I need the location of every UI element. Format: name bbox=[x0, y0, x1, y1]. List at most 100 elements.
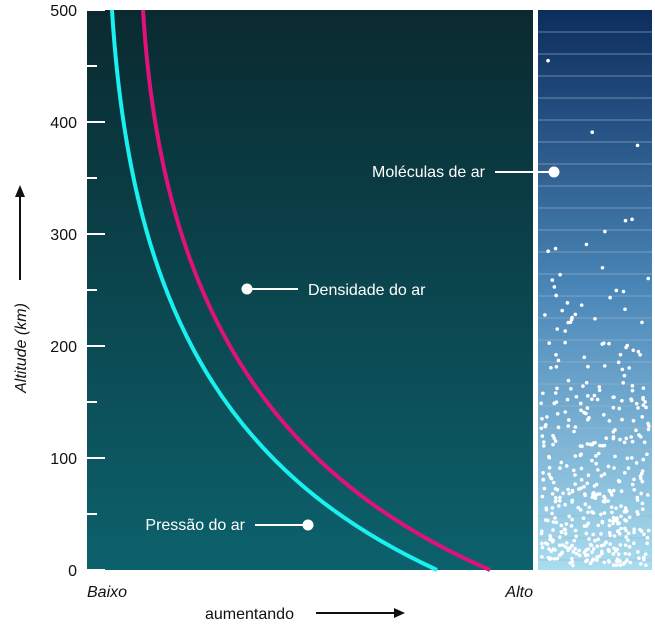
molecule bbox=[555, 411, 560, 416]
molecule bbox=[603, 496, 607, 501]
molecule bbox=[550, 491, 555, 496]
molecule bbox=[572, 538, 577, 543]
molecule bbox=[585, 481, 590, 486]
molecule bbox=[566, 548, 570, 552]
molecule bbox=[563, 410, 568, 414]
molecule bbox=[619, 514, 623, 519]
molecule bbox=[565, 397, 570, 402]
molecule bbox=[567, 491, 571, 496]
molecule bbox=[582, 484, 586, 489]
molecule bbox=[627, 366, 632, 370]
molecule bbox=[570, 489, 575, 494]
molecule bbox=[624, 436, 629, 441]
molecule bbox=[549, 549, 554, 554]
molecule bbox=[583, 553, 588, 558]
molecule bbox=[560, 543, 565, 547]
molecule bbox=[549, 365, 553, 370]
molecule bbox=[602, 560, 607, 565]
molecule bbox=[611, 436, 616, 441]
molecule bbox=[553, 439, 558, 443]
molecule bbox=[560, 550, 565, 555]
molecule bbox=[583, 492, 587, 496]
molecule bbox=[618, 352, 623, 357]
molecule bbox=[612, 534, 617, 538]
molecule bbox=[640, 469, 645, 473]
molecule bbox=[630, 388, 635, 393]
molecule bbox=[567, 514, 571, 519]
molecule bbox=[636, 406, 640, 410]
molecule bbox=[620, 367, 625, 372]
molecule bbox=[552, 285, 557, 289]
molecule bbox=[558, 495, 562, 500]
molecule bbox=[565, 301, 570, 305]
molecule bbox=[573, 454, 578, 458]
molecule bbox=[570, 498, 575, 503]
molecule bbox=[645, 541, 650, 546]
molecule bbox=[550, 506, 555, 510]
molecule bbox=[593, 316, 597, 321]
molecule bbox=[608, 490, 613, 494]
molecule bbox=[558, 272, 562, 277]
molecule bbox=[553, 246, 558, 251]
molecule bbox=[626, 531, 631, 536]
molecule bbox=[579, 478, 584, 482]
molecule bbox=[594, 454, 598, 458]
molecule bbox=[547, 454, 551, 459]
molecule bbox=[612, 395, 616, 399]
molecule bbox=[609, 505, 614, 509]
molecule bbox=[622, 471, 627, 475]
molecule bbox=[571, 563, 575, 568]
molecule bbox=[586, 364, 590, 369]
molecule bbox=[632, 530, 636, 535]
molecule bbox=[622, 373, 627, 378]
molecule bbox=[622, 440, 627, 445]
molecule bbox=[611, 488, 616, 493]
molecule bbox=[574, 394, 579, 399]
molecule bbox=[546, 249, 550, 254]
molecule bbox=[617, 521, 621, 526]
molecule bbox=[640, 501, 645, 506]
molecule bbox=[593, 538, 597, 543]
molecule bbox=[627, 515, 632, 520]
molecule bbox=[596, 451, 601, 456]
molecule bbox=[595, 558, 599, 562]
molecule bbox=[569, 524, 574, 528]
molecule bbox=[630, 217, 634, 222]
molecule bbox=[629, 435, 634, 439]
molecule bbox=[540, 541, 544, 546]
molecule bbox=[619, 526, 623, 531]
molecule bbox=[564, 522, 569, 526]
molecule bbox=[640, 479, 645, 484]
molecule bbox=[566, 487, 570, 492]
molecule bbox=[586, 394, 590, 398]
molecule bbox=[641, 386, 646, 390]
x-end-label: Alto bbox=[504, 584, 533, 601]
molecule bbox=[644, 563, 648, 568]
density-label: Densidade do ar bbox=[308, 282, 426, 299]
molecule bbox=[585, 442, 590, 446]
molecule bbox=[540, 416, 544, 421]
molecule bbox=[548, 475, 553, 480]
molecule bbox=[621, 289, 626, 294]
molecule bbox=[591, 547, 596, 551]
molecule bbox=[539, 426, 544, 431]
molecule bbox=[579, 452, 583, 456]
molecule bbox=[600, 342, 605, 346]
molecule bbox=[599, 474, 604, 478]
molecule bbox=[646, 427, 651, 432]
molecule bbox=[600, 519, 605, 524]
molecule bbox=[632, 477, 636, 482]
molecule bbox=[632, 487, 637, 492]
molecule bbox=[543, 518, 548, 522]
molecule bbox=[550, 511, 554, 516]
molecule bbox=[606, 464, 611, 469]
molecule bbox=[568, 561, 573, 565]
molecule bbox=[643, 400, 647, 404]
molecule bbox=[556, 358, 561, 363]
molecule bbox=[558, 535, 562, 539]
molecule bbox=[620, 417, 624, 422]
molecule bbox=[628, 560, 633, 565]
molecule bbox=[627, 552, 632, 556]
molecule bbox=[573, 473, 577, 477]
molecule bbox=[599, 549, 604, 554]
